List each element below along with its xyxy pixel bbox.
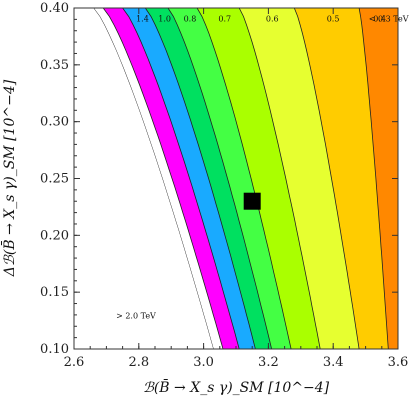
contour-band-white — [74, 8, 214, 349]
y-tick-label: 0.15 — [40, 285, 69, 300]
y-tick-label: 0.40 — [40, 1, 69, 16]
contour-band — [358, 8, 398, 349]
x-tick-label: 2.6 — [64, 355, 85, 370]
x-tick-label: 3.4 — [323, 355, 344, 370]
contour-label: > 2.0 TeV — [116, 311, 156, 320]
x-tick-label: 3.2 — [258, 355, 279, 370]
contour-label: 1.4 — [136, 15, 149, 24]
contour-label: 0.4 — [373, 15, 386, 24]
y-tick-label: 0.25 — [40, 172, 69, 187]
sm-point-marker — [243, 192, 261, 210]
y-tick-label: 0.35 — [40, 58, 69, 73]
x-tick-label: 2.8 — [128, 355, 149, 370]
contour-label: 1.0 — [158, 15, 171, 24]
x-axis: 2.6 2.8 3.0 3.2 3.4 3.6 — [64, 8, 409, 370]
contour-label: 0.8 — [184, 15, 197, 24]
contour-labels: > 2.0 TeV 1.4 1.0 0.8 0.7 0.6 0.5 0.4< 0.3 TeV — [116, 15, 409, 321]
contour-label: 0.6 — [266, 15, 279, 24]
y-tick-label: 0.10 — [40, 342, 69, 357]
x-axis-label: ℬ(B̄ → X_s γ)_SM [10^−4] — [143, 378, 330, 396]
y-tick-label: 0.20 — [40, 228, 69, 243]
contour-label: 0.5 — [327, 15, 340, 24]
y-axis: 0.10 0.15 0.20 0.25 0.30 0.35 0.40 — [40, 1, 398, 357]
x-tick-label: 3.6 — [388, 355, 409, 370]
x-tick-label: 3.0 — [193, 355, 214, 370]
y-axis-label: Δℬ(B̄ → X_s γ)_SM [10^−4] — [0, 79, 18, 277]
y-tick-label: 0.30 — [40, 115, 69, 130]
contour-label: < 0.3 TeV — [369, 15, 409, 24]
contour-bands — [74, 8, 398, 349]
contour-label: 0.7 — [218, 15, 231, 24]
